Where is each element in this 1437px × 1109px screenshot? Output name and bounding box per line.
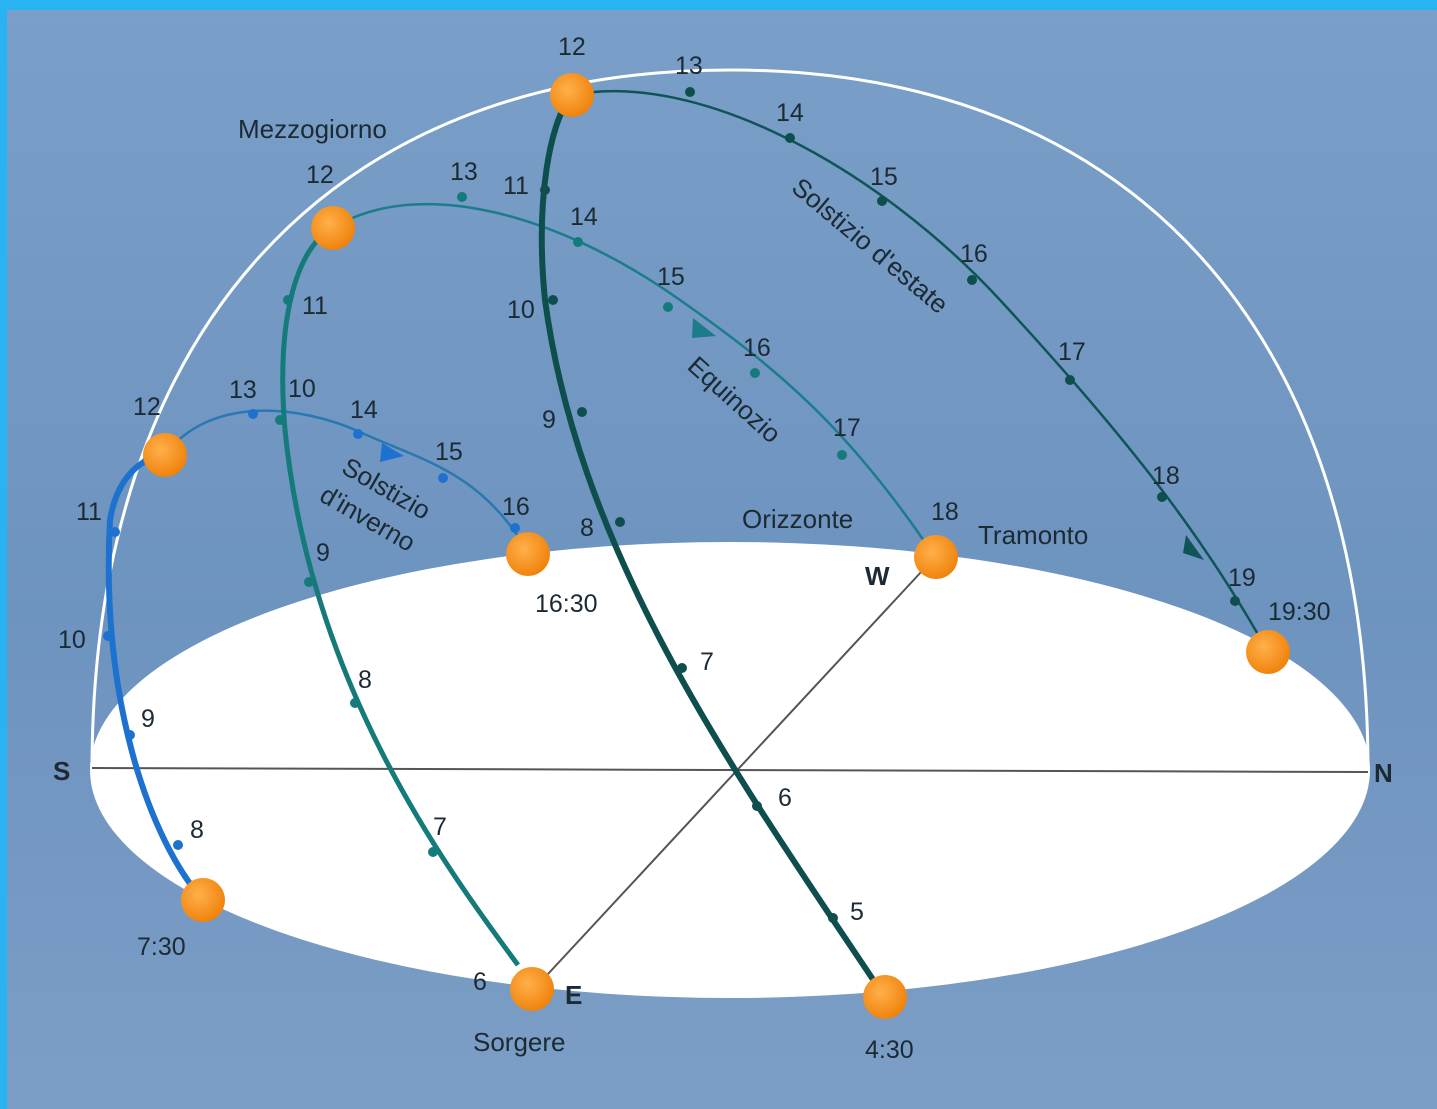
sun-equinox-sunset: [914, 535, 958, 579]
equinox-path: [280, 225, 521, 967]
equinox-hour-11: 11: [302, 292, 328, 320]
summer-hour-19: 19: [1228, 564, 1256, 592]
equinox-hour-8: 8: [358, 666, 372, 694]
summer-hour-15: 15: [870, 163, 898, 191]
summer-hour-11: 11: [503, 172, 529, 200]
summer-hour-6: 6: [778, 784, 792, 812]
winter-rise-time: 7:30: [137, 933, 186, 961]
equinox-hour-10: 10: [288, 375, 316, 403]
equinox-hour-17: 17: [833, 414, 861, 442]
summer-hour-10: 10: [507, 296, 535, 324]
summer-hour-dots: [540, 87, 1240, 923]
east-label: E: [565, 980, 582, 1010]
left-band: [0, 0, 7, 1109]
equinox-direction-arrow: [692, 318, 716, 338]
winter-hour-dots: [103, 409, 520, 850]
summer-rise-time: 4:30: [865, 1036, 914, 1064]
equinox-hour-15: 15: [657, 263, 685, 291]
summer-path: [538, 93, 883, 992]
sun-winter-sunset: [506, 532, 550, 576]
sun-winter-noon: [143, 433, 187, 477]
sun-summer-sunset: [1246, 630, 1290, 674]
summer-hour-17: 17: [1058, 338, 1086, 366]
summer-hour-9: 9: [542, 406, 556, 434]
winter-hour-16: 16: [502, 493, 530, 521]
winter-set-time: 16:30: [535, 590, 598, 618]
equinox-hour-13: 13: [450, 158, 478, 186]
summer-hour-16: 16: [960, 240, 988, 268]
equinox-hour-7: 7: [433, 813, 447, 841]
sun-equinox-sunrise: [510, 967, 554, 1011]
winter-hour-12: 12: [133, 393, 161, 421]
equinox-hour-18: 18: [931, 498, 959, 526]
summer-hour-12: 12: [558, 33, 586, 61]
equinox-hour-9: 9: [316, 539, 330, 567]
summer-path-afternoon: [571, 90, 1270, 653]
equinox-hour-dots: [275, 192, 847, 857]
summer-hour-13: 13: [675, 52, 703, 80]
sun-summer-noon: [550, 73, 594, 117]
sunrise-label: Sorgere: [473, 1027, 566, 1057]
north-label: N: [1374, 758, 1393, 788]
winter-hour-15: 15: [435, 438, 463, 466]
summer-direction-arrow: [1183, 535, 1204, 560]
summer-hour-8: 8: [580, 514, 594, 542]
summer-set-time: 19:30: [1268, 598, 1331, 626]
equinox-hour-16: 16: [743, 334, 771, 362]
winter-hour-13: 13: [229, 376, 257, 404]
winter-hour-14: 14: [350, 396, 378, 424]
winter-hour-11: 11: [76, 498, 102, 526]
winter-hour-8: 8: [190, 816, 204, 844]
equinox-path-afternoon: [332, 202, 937, 558]
equinox-hour-14: 14: [570, 203, 598, 231]
winter-hour-9: 9: [141, 705, 155, 733]
summer-hour-18: 18: [1152, 462, 1180, 490]
winter-direction-arrow: [380, 443, 404, 462]
equinox-hour-12: 12: [306, 161, 334, 189]
sun-winter-sunrise: [181, 878, 225, 922]
summer-hour-14: 14: [776, 99, 804, 127]
sun-summer-sunrise: [863, 975, 907, 1019]
summer-hour-5: 5: [850, 898, 864, 926]
west-label: W: [865, 561, 890, 591]
sunset-label: Tramonto: [978, 520, 1088, 550]
dome-arc: [90, 68, 1370, 771]
south-north-axis: [91, 767, 1369, 773]
top-band: [0, 0, 1437, 10]
noon-label: Mezzogiorno: [238, 114, 387, 144]
sun-equinox-noon: [311, 206, 355, 250]
summer-hour-7: 7: [700, 648, 714, 676]
winter-hour-10: 10: [58, 626, 86, 654]
south-label: S: [53, 756, 70, 786]
winter-path: [105, 452, 206, 902]
horizon-label: Orizzonte: [742, 504, 853, 534]
equinox-rise-time: 6: [473, 968, 487, 996]
